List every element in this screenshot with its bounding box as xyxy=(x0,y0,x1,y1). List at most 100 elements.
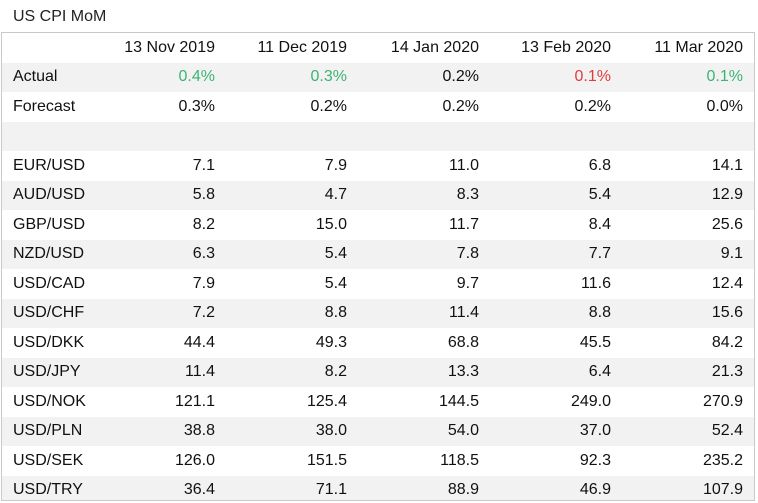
value-cell: 118.5 xyxy=(440,451,479,469)
data-table-frame: 13 Nov 2019 11 Dec 2019 14 Jan 2020 13 F… xyxy=(1,32,755,501)
value-cell: 8.2 xyxy=(192,215,215,233)
value-cell: 9.7 xyxy=(456,274,479,292)
spacer-cell xyxy=(490,121,622,151)
value-cell: 8.8 xyxy=(226,298,358,328)
value-cell: 68.8 xyxy=(447,333,479,351)
value-cell: 54.0 xyxy=(358,416,490,446)
actual-cell: 0.1% xyxy=(622,62,754,92)
row-label: USD/DKK xyxy=(13,333,85,351)
forecast-cell: 0.2% xyxy=(442,97,479,115)
value-cell: 88.9 xyxy=(358,475,490,500)
value-cell: 45.5 xyxy=(579,333,611,351)
value-cell: 8.4 xyxy=(588,215,611,233)
forecast-cell: 0.2% xyxy=(574,97,611,115)
value-cell: 8.8 xyxy=(490,298,622,328)
value-cell: 38.0 xyxy=(226,416,358,446)
row-label: Actual xyxy=(2,62,102,92)
value-cell: 7.7 xyxy=(490,239,622,269)
value-cell: 38.8 xyxy=(102,416,226,446)
forecast-cell: 0.2% xyxy=(310,97,347,115)
row-label: USD/NOK xyxy=(13,392,86,410)
pair-row: USD/CAD 7.9 5.4 9.7 11.6 12.4 xyxy=(2,269,754,299)
value-cell: 270.9 xyxy=(702,392,743,410)
value-cell: 7.2 xyxy=(102,298,226,328)
value-cell: 5.8 xyxy=(102,180,226,210)
value-cell: 25.6 xyxy=(711,215,743,233)
value-cell: 92.3 xyxy=(579,451,611,469)
value-cell: 52.4 xyxy=(622,416,754,446)
value-cell: 11.4 xyxy=(358,298,490,328)
value-cell: 7.8 xyxy=(358,239,490,269)
header-row: 13 Nov 2019 11 Dec 2019 14 Jan 2020 13 F… xyxy=(2,33,754,63)
column-header: 13 Feb 2020 xyxy=(521,38,611,56)
row-label: EUR/USD xyxy=(13,156,86,174)
value-cell: 21.3 xyxy=(622,357,754,387)
row-label: USD/JPY xyxy=(2,357,102,387)
spacer-cell xyxy=(102,121,226,151)
forecast-row: Forecast 0.3% 0.2% 0.2% 0.2% 0.0% xyxy=(2,92,754,122)
value-cell: 5.4 xyxy=(490,180,622,210)
value-cell: 144.5 xyxy=(438,392,479,410)
actual-row: Actual 0.4% 0.3% 0.2% 0.1% 0.1% xyxy=(2,62,754,92)
value-cell: 15.6 xyxy=(622,298,754,328)
value-cell: 126.0 xyxy=(174,451,215,469)
value-cell: 36.4 xyxy=(102,475,226,500)
value-cell: 15.0 xyxy=(315,215,347,233)
value-cell: 71.1 xyxy=(226,475,358,500)
value-cell: 107.9 xyxy=(622,475,754,500)
value-cell: 12.4 xyxy=(711,274,743,292)
row-label: USD/SEK xyxy=(13,451,84,469)
column-header: 13 Nov 2019 xyxy=(124,38,215,56)
value-cell: 11.0 xyxy=(449,156,479,174)
value-cell: 7.1 xyxy=(192,156,215,174)
row-label: NZD/USD xyxy=(2,239,102,269)
pair-row: USD/PLN 38.8 38.0 54.0 37.0 52.4 xyxy=(2,416,754,446)
actual-cell: 0.3% xyxy=(226,62,358,92)
spacer-cell xyxy=(622,121,754,151)
row-label: USD/CAD xyxy=(13,274,86,292)
value-cell: 5.4 xyxy=(226,239,358,269)
actual-cell: 0.2% xyxy=(358,62,490,92)
column-header: 11 Dec 2019 xyxy=(257,38,347,56)
value-cell: 7.9 xyxy=(324,156,347,174)
pair-row: NZD/USD 6.3 5.4 7.8 7.7 9.1 xyxy=(2,239,754,269)
value-cell: 4.7 xyxy=(226,180,358,210)
value-cell: 121.1 xyxy=(174,392,215,410)
pair-row: USD/SEK 126.0 151.5 118.5 92.3 235.2 xyxy=(2,446,754,476)
pair-row: AUD/USD 5.8 4.7 8.3 5.4 12.9 xyxy=(2,180,754,210)
value-cell: 8.3 xyxy=(358,180,490,210)
forecast-cell: 0.3% xyxy=(178,97,215,115)
value-cell: 6.3 xyxy=(102,239,226,269)
pair-row: EUR/USD 7.1 7.9 11.0 6.8 14.1 xyxy=(2,151,754,181)
value-cell: 6.8 xyxy=(588,156,611,174)
column-header: 11 Mar 2020 xyxy=(654,38,743,56)
value-cell: 8.2 xyxy=(226,357,358,387)
row-label: AUD/USD xyxy=(2,180,102,210)
spacer-cell xyxy=(2,121,102,151)
pair-row: USD/TRY 36.4 71.1 88.9 46.9 107.9 xyxy=(2,475,754,500)
value-cell: 7.9 xyxy=(192,274,215,292)
value-cell: 151.5 xyxy=(306,451,347,469)
row-label: USD/PLN xyxy=(2,416,102,446)
value-cell: 11.4 xyxy=(102,357,226,387)
pair-row: USD/CHF 7.2 8.8 11.4 8.8 15.6 xyxy=(2,298,754,328)
cpi-table: 13 Nov 2019 11 Dec 2019 14 Jan 2020 13 F… xyxy=(2,33,754,500)
value-cell: 12.9 xyxy=(622,180,754,210)
spacer-cell xyxy=(226,121,358,151)
value-cell: 46.9 xyxy=(490,475,622,500)
value-cell: 14.1 xyxy=(711,156,743,174)
pair-row: USD/DKK 44.4 49.3 68.8 45.5 84.2 xyxy=(2,328,754,358)
actual-cell: 0.4% xyxy=(102,62,226,92)
value-cell: 6.4 xyxy=(490,357,622,387)
value-cell: 11.7 xyxy=(449,215,479,233)
chart-title: US CPI MoM xyxy=(13,8,107,25)
pair-row: USD/JPY 11.4 8.2 13.3 6.4 21.3 xyxy=(2,357,754,387)
actual-cell: 0.1% xyxy=(490,62,622,92)
value-cell: 5.4 xyxy=(324,274,347,292)
value-cell: 84.2 xyxy=(711,333,743,351)
spacer-row xyxy=(2,121,754,151)
pair-row: USD/NOK 121.1 125.4 144.5 249.0 270.9 xyxy=(2,387,754,417)
column-header: 14 Jan 2020 xyxy=(390,38,479,56)
row-label: USD/TRY xyxy=(2,475,102,500)
value-cell: 9.1 xyxy=(622,239,754,269)
